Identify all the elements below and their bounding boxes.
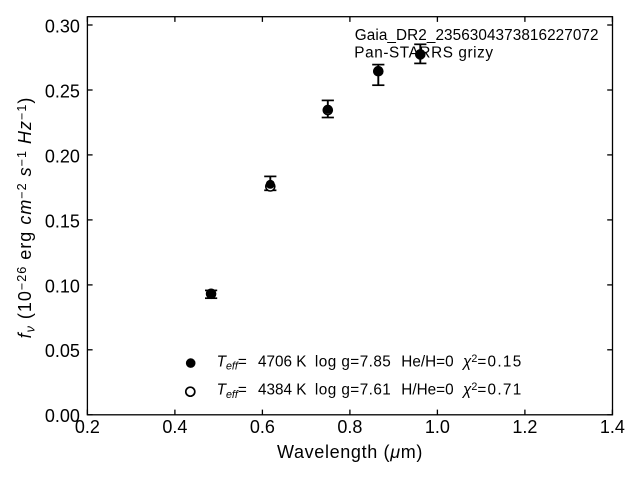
svg-text:0.8: 0.8 — [337, 417, 362, 437]
svg-text:0.05: 0.05 — [45, 341, 80, 361]
svg-text:fν (10−26 erg cm−2 s−1 Hz−1): fν (10−26 erg cm−2 s−1 Hz−1) — [15, 97, 38, 339]
svg-text:0.6: 0.6 — [250, 417, 275, 437]
svg-text:1.2: 1.2 — [512, 417, 537, 437]
svg-text:0.15: 0.15 — [45, 211, 80, 231]
svg-text:1.4: 1.4 — [600, 417, 625, 437]
svg-text:0.25: 0.25 — [45, 81, 80, 101]
svg-text:1.0: 1.0 — [425, 417, 450, 437]
svg-text:Wavelength (μm): Wavelength (μm) — [277, 442, 423, 462]
svg-text:0.4: 0.4 — [162, 417, 187, 437]
svg-text:Gaia_DR2_2356304373816227072: Gaia_DR2_2356304373816227072 — [355, 27, 599, 44]
svg-text:0.30: 0.30 — [45, 16, 80, 36]
svg-text:0.2: 0.2 — [75, 417, 100, 437]
svg-text:0.00: 0.00 — [45, 406, 80, 426]
svg-text:0.20: 0.20 — [45, 146, 80, 166]
svg-text:0.10: 0.10 — [45, 276, 80, 296]
